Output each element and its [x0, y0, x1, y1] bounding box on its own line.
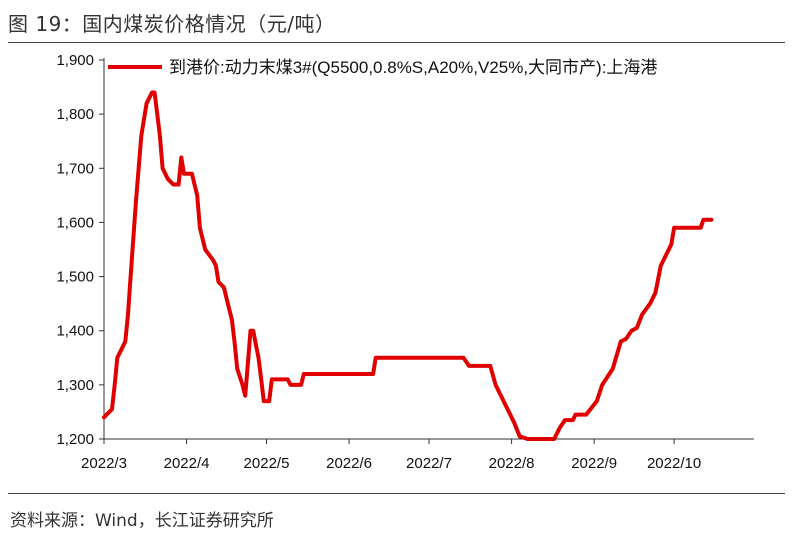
y-tick-label: 1,900: [56, 52, 94, 69]
y-tick-label: 1,500: [56, 269, 94, 286]
x-tick-label: 2022/10: [647, 455, 701, 472]
legend: 到港价:动力末煤3#(Q5500,0.8%S,A20%,V25%,大同市产):上…: [108, 58, 657, 77]
x-tick-label: 2022/6: [326, 455, 372, 472]
series-line: [102, 90, 714, 441]
plot-area: [102, 90, 714, 441]
y-axis: 1,200 1,300 1,400 1,500 1,600 1,700 1,800 1,900: [56, 52, 105, 448]
title-rule: [8, 42, 785, 43]
figure-title: 图 19：国内煤炭价格情况（元/吨）: [8, 12, 336, 36]
source-note: 资料来源：Wind，长江证券研究所: [10, 511, 274, 531]
x-tick-label: 2022/9: [571, 455, 617, 472]
y-tick-label: 1,300: [56, 377, 94, 394]
x-tick-label: 2022/7: [406, 455, 452, 472]
legend-label: 到港价:动力末煤3#(Q5500,0.8%S,A20%,V25%,大同市产):上…: [169, 58, 657, 77]
x-tick-label: 2022/3: [81, 455, 127, 472]
y-tick-label: 1,200: [56, 431, 94, 448]
source-rule: [8, 493, 785, 494]
x-axis: 2022/3 2022/4 2022/5 2022/6 2022/7 2022/8 2022…: [81, 438, 754, 472]
x-tick-label: 2022/8: [489, 455, 535, 472]
y-tick-label: 1,600: [56, 214, 94, 231]
y-tick-label: 1,800: [56, 106, 94, 123]
y-tick-label: 1,700: [56, 160, 94, 177]
x-tick-label: 2022/5: [244, 455, 290, 472]
y-tick-label: 1,400: [56, 323, 94, 340]
x-tick-label: 2022/4: [164, 455, 210, 472]
